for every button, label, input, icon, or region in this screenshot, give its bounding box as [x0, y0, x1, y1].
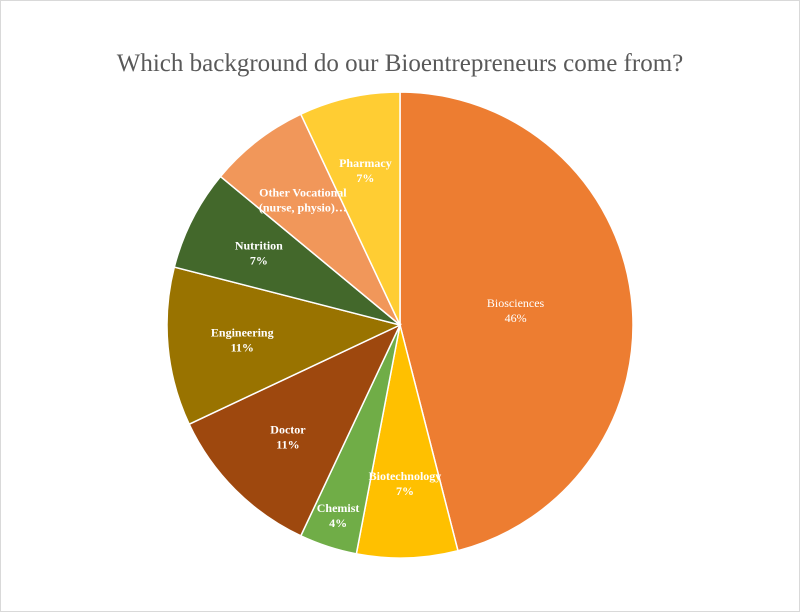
slice-category-text: Engineering — [211, 325, 274, 339]
slice-percent-text: 7% — [250, 254, 268, 268]
slice-label-pharmacy: Pharmacy 7% — [339, 156, 392, 185]
slice-category-text: Other Vocational — [259, 185, 347, 199]
pie-slice-pharmacy — [299, 91, 401, 326]
slice-label-engineering: Engineering 11% — [211, 325, 274, 354]
slice-percent-text: 46% — [505, 311, 527, 325]
pie-slice-biotechnology — [355, 324, 459, 559]
slice-label-chemist: Chemist 4% — [317, 501, 360, 530]
slice-percent-text: 11% — [276, 438, 299, 452]
slice-category-text: Nutrition — [235, 239, 283, 253]
slice-percent-text: 4% — [329, 516, 347, 530]
slice-percent-text: 11% — [231, 340, 254, 354]
pie-slice-other-vocational-nurse-physio — [219, 113, 401, 326]
pie-slice-biosciences — [399, 91, 634, 552]
slice-label-doctor: Doctor 11% — [270, 423, 306, 452]
slice-category-text: Doctor — [270, 423, 306, 437]
slice-label-nutrition: Nutrition 7% — [235, 239, 283, 268]
pie-slice-doctor — [188, 323, 402, 537]
chart-title: Which background do our Bioentrepreneurs… — [116, 50, 684, 77]
slice-category-text: Biotechnology — [369, 469, 442, 483]
slice-percent-text: 7% — [396, 484, 414, 498]
slice-percent-text: 7% — [356, 171, 374, 185]
pie-slice-engineering — [166, 266, 403, 426]
slice-category-text: Pharmacy — [339, 156, 392, 170]
slice-label-other-vocational-nurse-physio: Other Vocational (nurse, physio)… — [259, 185, 347, 214]
slice-category-text: Biosciences — [487, 296, 545, 310]
slice-label-biotechnology: Biotechnology 7% — [369, 469, 442, 498]
slice-label-biosciences: Biosciences 46% — [487, 296, 545, 325]
slice-category-text: Chemist — [317, 501, 360, 515]
pie-slice-nutrition — [173, 175, 401, 326]
slice-category-text: (nurse, physio)… — [259, 200, 347, 214]
